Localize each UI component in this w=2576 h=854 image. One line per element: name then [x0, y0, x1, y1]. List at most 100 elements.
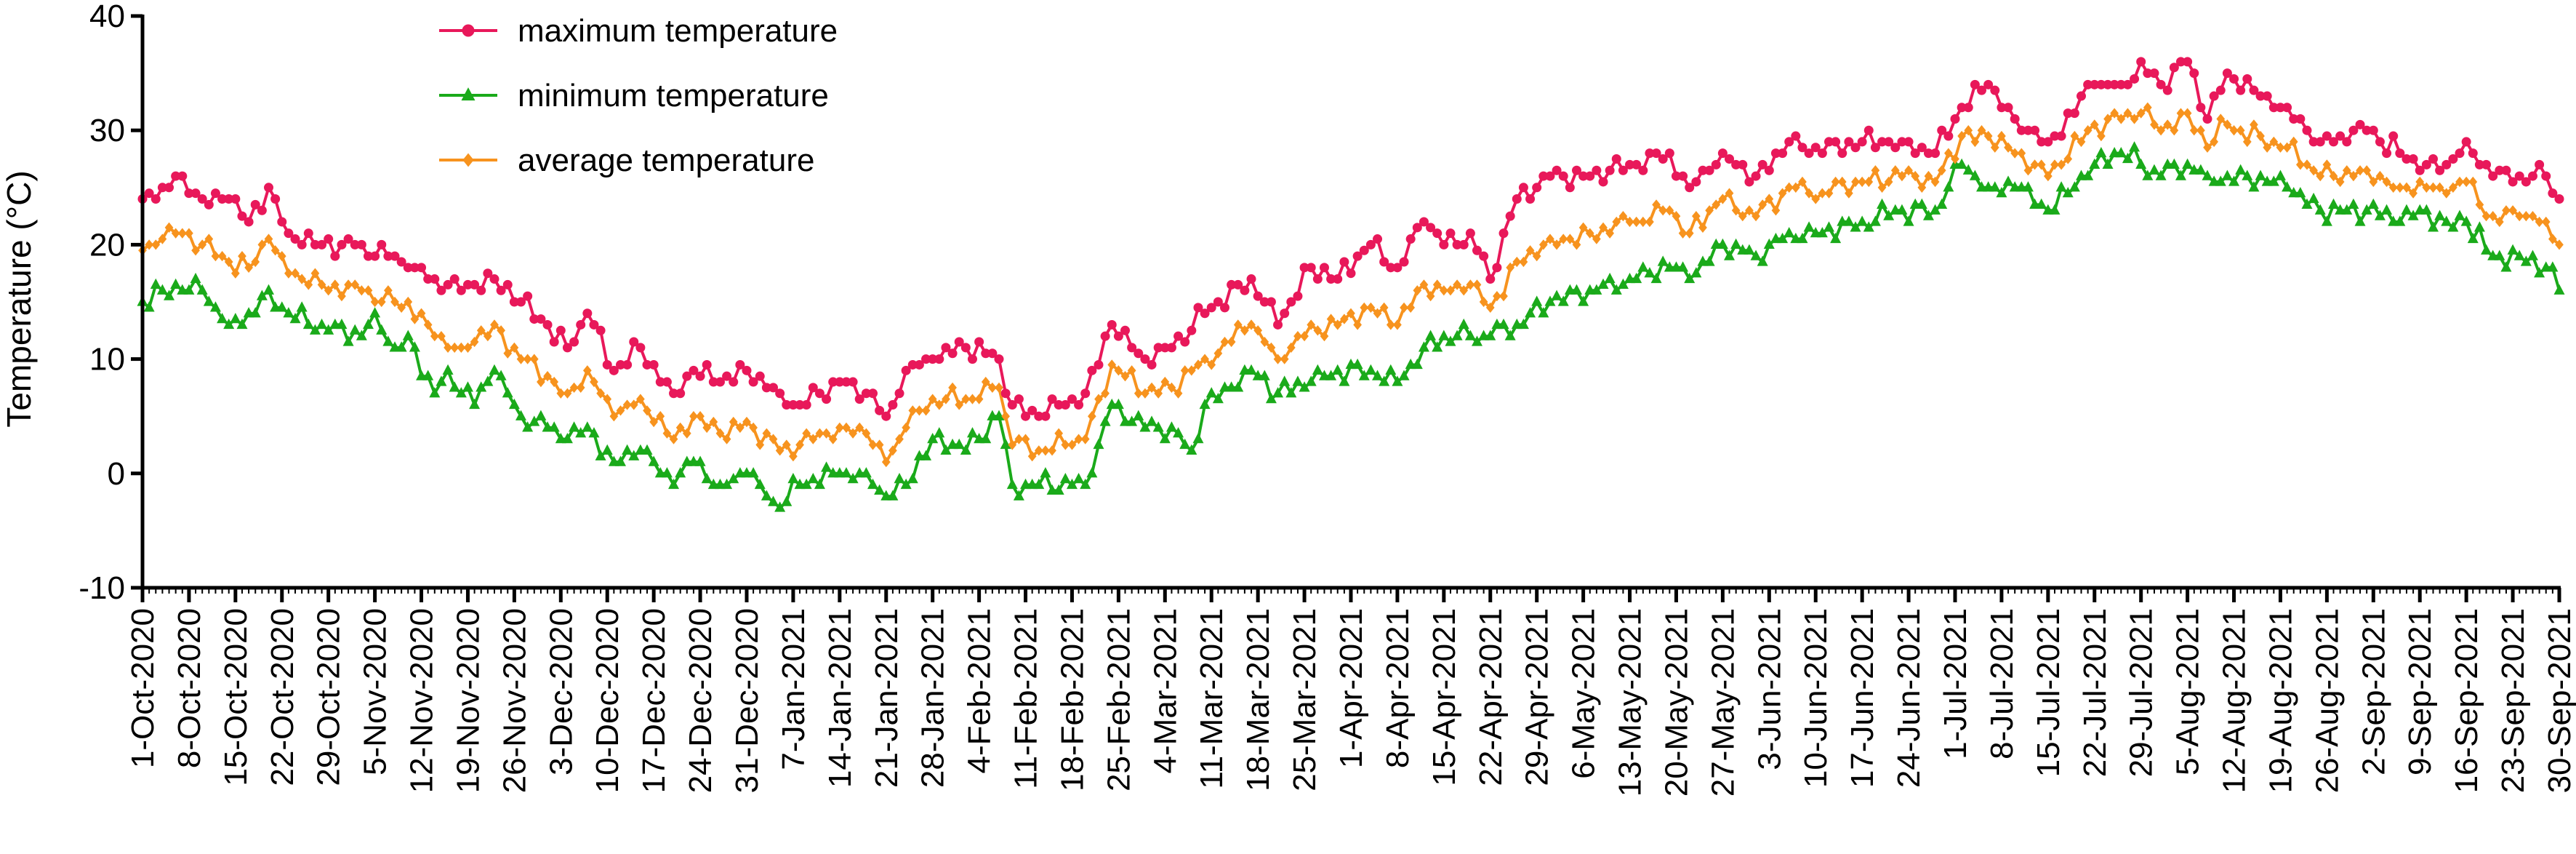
data-point [1233, 279, 1243, 290]
data-point [1307, 319, 1316, 330]
data-point [1645, 148, 1655, 159]
data-point [223, 318, 235, 330]
data-point [470, 279, 480, 290]
data-point [2037, 137, 2047, 147]
data-point [1112, 398, 1124, 410]
data-point [801, 399, 811, 410]
data-point [1903, 215, 1914, 226]
data-point [1432, 228, 1443, 239]
data-point [590, 376, 598, 388]
data-point [702, 422, 712, 434]
data-point [1206, 303, 1216, 313]
data-point [1472, 335, 1483, 346]
data-point [1073, 473, 1085, 484]
data-point [1099, 415, 1111, 426]
data-point [1093, 438, 1104, 450]
data-point [1778, 148, 1788, 159]
data-point [2314, 204, 2326, 215]
data-point [1325, 370, 1337, 380]
data-point [2521, 177, 2531, 187]
data-point [436, 375, 447, 386]
data-point [722, 434, 731, 444]
data-point [2335, 131, 2346, 141]
data-point [423, 274, 433, 284]
data-point [164, 222, 174, 233]
data-point [894, 473, 905, 484]
data-point [1205, 387, 1217, 398]
data-point [848, 377, 858, 387]
data-point [151, 239, 161, 250]
data-point [2183, 57, 2193, 67]
data-point [336, 318, 348, 330]
data-point [2520, 255, 2532, 266]
data-point [1066, 478, 1078, 490]
data-point [1200, 354, 1209, 364]
data-point [1086, 467, 1098, 478]
data-point [588, 427, 600, 438]
data-point [1286, 297, 1296, 307]
x-tick-label: 15-Apr-2021 [1427, 608, 1462, 786]
data-point [1419, 217, 1429, 227]
data-point [1678, 228, 1688, 239]
data-point [807, 473, 819, 484]
data-point [1551, 290, 1562, 300]
data-point [209, 301, 221, 312]
data-point [1506, 262, 1515, 273]
legend-item-minimum: minimum temperature [439, 78, 829, 113]
data-point [2513, 250, 2525, 260]
data-point [443, 279, 453, 290]
data-point [2381, 204, 2393, 215]
data-point [537, 376, 545, 388]
data-point [1725, 188, 1734, 199]
data-point [2016, 125, 2026, 135]
data-point [862, 428, 871, 439]
data-point [894, 388, 904, 399]
data-point [1472, 279, 1482, 290]
data-point [2374, 209, 2386, 220]
data-point [1080, 388, 1091, 399]
data-point [2150, 119, 2159, 130]
data-point [1552, 165, 1562, 175]
data-point [1418, 341, 1429, 352]
data-point [236, 318, 248, 330]
data-point [244, 262, 253, 273]
data-point [801, 478, 812, 490]
x-tick-label: 4-Feb-2021 [962, 608, 998, 773]
data-point [609, 365, 619, 375]
data-point [1059, 473, 1071, 484]
data-point [875, 439, 884, 450]
data-point [2162, 85, 2172, 95]
data-point [1173, 427, 1184, 438]
data-point [1512, 256, 1522, 268]
data-point [1240, 285, 1250, 295]
data-point [2468, 148, 2478, 159]
data-point [204, 234, 214, 244]
x-tick-label: 15-Jul-2021 [2031, 608, 2066, 777]
data-point [2548, 234, 2557, 244]
data-point [429, 387, 441, 398]
data-point [603, 394, 612, 404]
data-point [1572, 239, 1581, 250]
data-point [1432, 341, 1443, 352]
data-point [1863, 221, 1874, 232]
data-point [2494, 250, 2505, 260]
data-point [1094, 359, 1104, 370]
data-point [1977, 85, 1987, 95]
data-point [2210, 136, 2218, 148]
data-point [1604, 272, 1616, 284]
data-point [2502, 205, 2511, 216]
data-point [1770, 148, 1781, 159]
data-point [1014, 434, 1024, 444]
data-point [895, 434, 904, 444]
data-point [1040, 467, 1051, 478]
data-point [1000, 388, 1011, 399]
data-point [330, 251, 340, 261]
data-point [310, 268, 320, 279]
data-point [1599, 222, 1608, 233]
data-point [1877, 137, 1887, 147]
x-tick-label: 1-Oct-2020 [125, 608, 161, 768]
data-point [1141, 388, 1149, 399]
data-point [158, 234, 167, 244]
data-point [1816, 227, 1828, 238]
data-point [396, 257, 406, 267]
